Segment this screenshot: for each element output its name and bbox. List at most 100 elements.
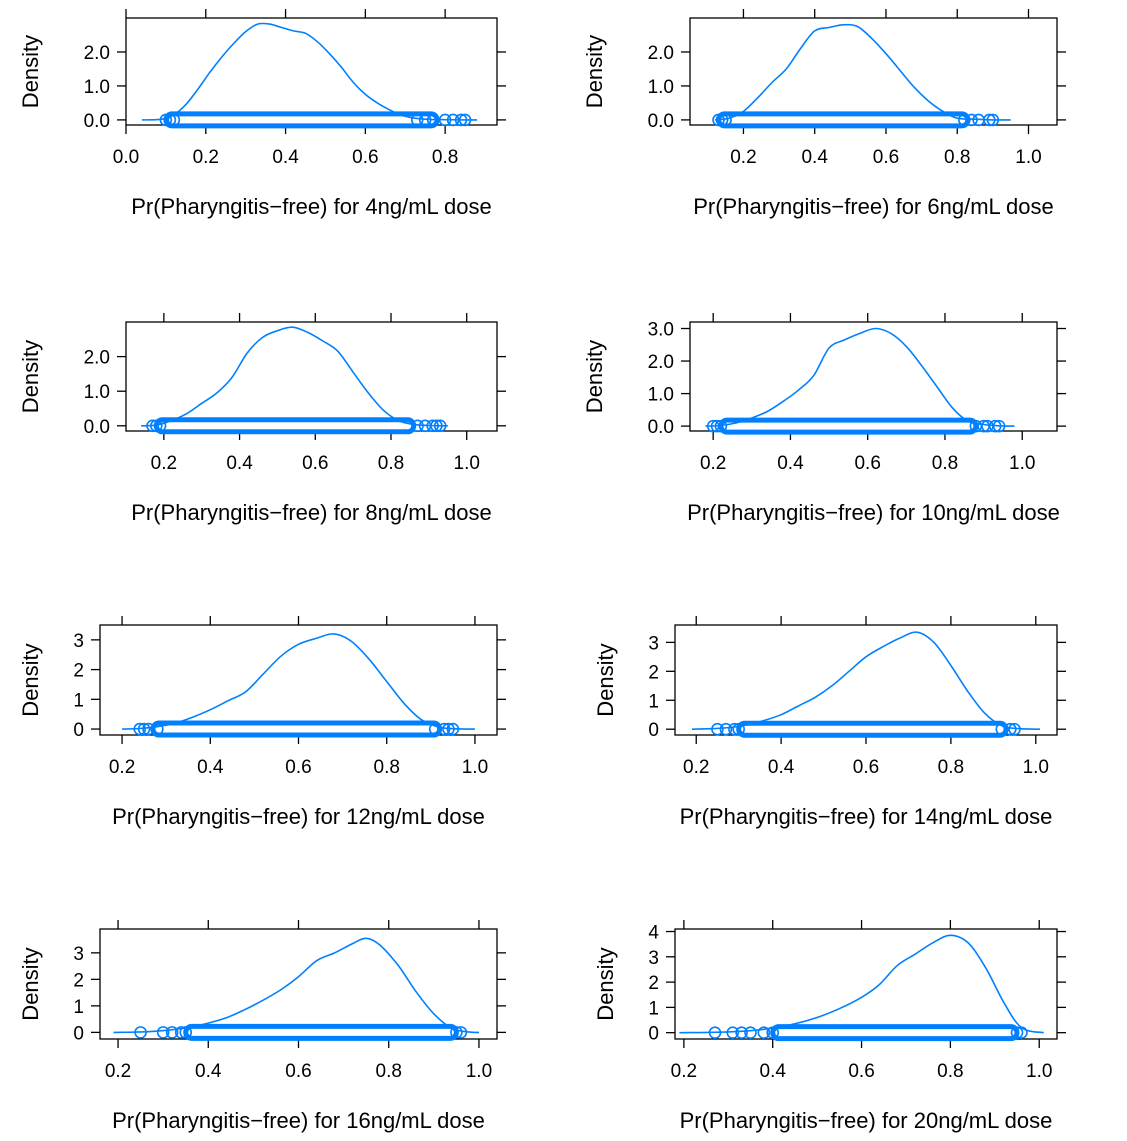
x-tick-label: 0.8 — [932, 453, 958, 474]
panel-2: 0.2 0.4 0.6 0.8 1.0 0.0 1.0 2.0 Pr(Pharyngitis−f… — [582, 9, 1066, 219]
plot-frame — [125, 321, 498, 432]
data-point — [766, 1026, 780, 1039]
panel-1: 0.0 0.2 0.4 0.6 0.8 0.0 1.0 2.0 Pr(Pharyngitis−f… — [18, 9, 506, 219]
x-axis-label: Pr(Pharyngitis−free) for 20ng/mL dose — [680, 1108, 1053, 1133]
data-point — [1004, 722, 1017, 736]
y-axis-label: Density — [582, 35, 607, 108]
rug-band — [150, 720, 443, 738]
rug-band — [718, 417, 979, 435]
x-tick-label: 0.8 — [374, 757, 400, 778]
x-tick-label: 0.6 — [853, 757, 879, 778]
y-tick-label: 0.0 — [84, 111, 110, 132]
density-curve — [141, 22, 478, 121]
x-tick-label: 0.0 — [113, 147, 139, 168]
x-tick-label: 0.4 — [226, 453, 253, 474]
x-tick-label: 0.2 — [730, 147, 756, 168]
x-tick-label: 0.4 — [760, 1061, 787, 1082]
data-point — [165, 1026, 179, 1039]
y-tick-label: 1.0 — [84, 77, 110, 98]
x-tick-label: 0.6 — [302, 453, 328, 474]
panel-7: 0.2 0.4 0.6 0.8 1.0 0 1 2 3 Pr(Pharyngitis−free) … — [18, 920, 506, 1133]
y-tick-label: 2 — [648, 973, 659, 994]
y-tick-label: 0.0 — [648, 417, 674, 438]
x-tick-label: 0.2 — [193, 147, 219, 168]
data-point — [428, 722, 442, 736]
density-curve — [122, 633, 475, 730]
y-tick-label: 1 — [73, 690, 84, 711]
x-axis-label: Pr(Pharyngitis−free) for 10ng/mL dose — [687, 500, 1060, 525]
y-tick-label: 3 — [648, 633, 659, 654]
x-axis-label: Pr(Pharyngitis−free) for 6ng/mL dose — [693, 194, 1054, 219]
x-tick-label: 0.2 — [151, 453, 177, 474]
x-tick-label: 0.2 — [700, 453, 726, 474]
plot-frame — [99, 928, 498, 1040]
y-axis-label: Density — [582, 340, 607, 413]
data-point — [732, 722, 745, 736]
rug-band — [163, 111, 440, 129]
data-point — [757, 1026, 771, 1039]
panel-5: 0.2 0.4 0.6 0.8 1.0 0 1 2 3 Pr(Pharyngitis−free) … — [18, 616, 506, 829]
x-tick-label: 1.0 — [454, 453, 480, 474]
plot-frame — [99, 624, 498, 736]
rug-band — [153, 417, 417, 435]
panel-8: 0.2 0.4 0.6 0.8 1.0 0 1 2 3 4 Pr(Pharyngitis−free)… — [593, 920, 1066, 1133]
data-point — [450, 1026, 463, 1039]
y-axis-label: Density — [18, 340, 43, 413]
y-tick-label: 0 — [73, 720, 84, 741]
y-tick-label: 2 — [73, 970, 84, 991]
data-point — [728, 722, 741, 736]
y-tick-label: 1 — [73, 997, 84, 1018]
density-curve — [691, 631, 1041, 730]
x-tick-label: 0.6 — [285, 757, 311, 778]
y-tick-label: 4 — [648, 923, 659, 944]
y-tick-label: 2.0 — [648, 352, 674, 373]
y-tick-label: 3 — [648, 948, 659, 969]
plot-frame — [674, 624, 1058, 736]
data-point — [958, 113, 971, 127]
data-point — [151, 722, 164, 736]
rug-band — [716, 111, 971, 129]
density-curve — [141, 326, 448, 427]
panel-4: 0.2 0.4 0.6 0.8 1.0 0.0 1.0 2.0 3.0 Pr(Pharyngiti… — [582, 313, 1066, 525]
y-axis-label: Density — [18, 35, 43, 108]
y-tick-label: 3.0 — [648, 320, 674, 341]
x-axis-label: Pr(Pharyngitis−free) for 8ng/mL dose — [131, 500, 492, 525]
x-tick-label: 0.4 — [777, 453, 804, 474]
x-tick-label: 1.0 — [1015, 147, 1041, 168]
data-point — [744, 1026, 757, 1039]
rug-band — [770, 1024, 1020, 1042]
x-tick-label: 0.4 — [801, 147, 828, 168]
x-tick-label: 0.2 — [105, 1061, 131, 1082]
x-tick-label: 0.8 — [937, 1061, 963, 1082]
y-tick-label: 2.0 — [84, 43, 110, 64]
y-tick-label: 2 — [648, 662, 659, 683]
y-axis-label: Density — [593, 643, 618, 716]
x-tick-label: 1.0 — [1023, 757, 1049, 778]
y-tick-label: 1 — [648, 691, 659, 712]
x-tick-label: 0.2 — [671, 1061, 697, 1082]
y-tick-label: 0.0 — [648, 111, 674, 132]
data-point — [179, 1026, 193, 1039]
rug-band — [183, 1023, 459, 1041]
y-tick-label: 2.0 — [84, 348, 110, 369]
x-tick-label: 1.0 — [466, 1061, 492, 1082]
y-tick-label: 1.0 — [648, 385, 674, 406]
x-tick-label: 0.8 — [376, 1061, 402, 1082]
density-curve — [679, 934, 1044, 1034]
x-axis-label: Pr(Pharyngitis−free) for 12ng/mL dose — [112, 804, 485, 829]
y-axis-label: Density — [18, 643, 43, 716]
x-tick-label: 1.0 — [1009, 453, 1035, 474]
data-point — [410, 113, 424, 127]
y-tick-label: 1 — [648, 998, 659, 1019]
y-tick-label: 0 — [648, 1024, 659, 1045]
y-tick-label: 2 — [73, 661, 84, 682]
plot-frame — [674, 928, 1058, 1040]
x-axis-label: Pr(Pharyngitis−free) for 14ng/mL dose — [680, 804, 1053, 829]
y-axis-label: Density — [18, 947, 43, 1020]
density-curve — [705, 327, 1015, 427]
x-tick-label: 0.8 — [378, 453, 404, 474]
plot-frame — [689, 17, 1058, 126]
y-tick-label: 3 — [73, 631, 84, 652]
data-point — [995, 722, 1009, 736]
